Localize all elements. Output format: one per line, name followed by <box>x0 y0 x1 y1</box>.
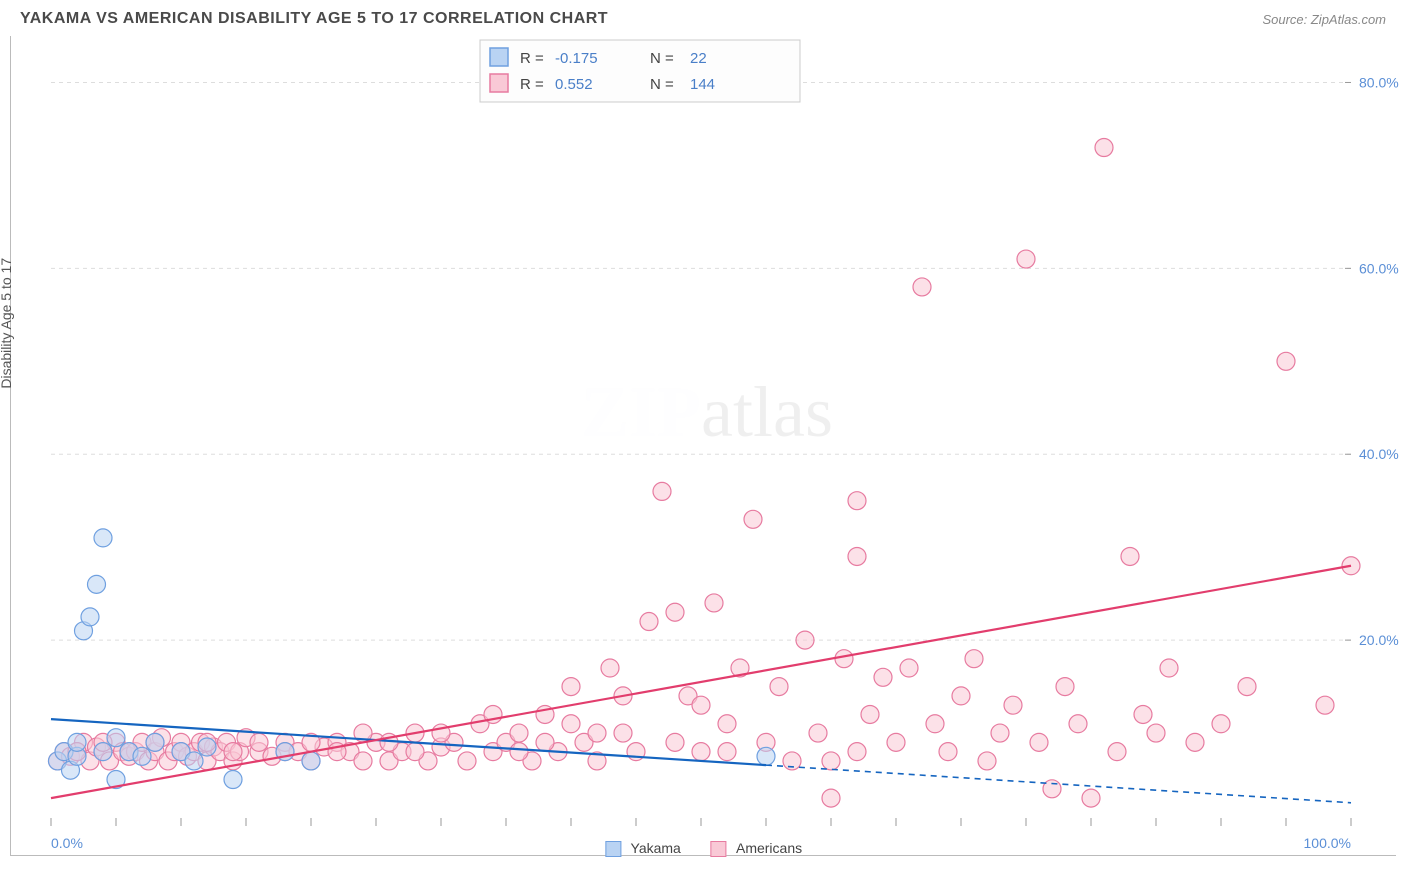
gridlines: 20.0% 40.0% 60.0% 80.0% <box>51 74 1399 648</box>
watermark: ZIPatlas <box>581 372 833 452</box>
trend-lines <box>51 566 1351 803</box>
legend-item-americans: Americans <box>711 840 802 857</box>
svg-text:-0.175: -0.175 <box>555 50 598 67</box>
correlation-chart: YAKAMA VS AMERICAN DISABILITY AGE 5 TO 1… <box>10 10 1396 882</box>
legend-item-yakama: Yakama <box>605 840 681 857</box>
legend-label-yakama: Yakama <box>631 840 681 856</box>
chart-title: YAKAMA VS AMERICAN DISABILITY AGE 5 TO 1… <box>20 10 608 28</box>
title-bar: YAKAMA VS AMERICAN DISABILITY AGE 5 TO 1… <box>10 10 1396 36</box>
plot-svg: 20.0%40.0%60.0%80.0% ZIPatlas R =-0.175N… <box>51 36 1351 826</box>
svg-text:0.552: 0.552 <box>555 76 593 93</box>
y-axis-label: Disability Age 5 to 17 <box>0 257 14 388</box>
svg-text:R =: R = <box>520 76 544 93</box>
svg-text:20.0%: 20.0% <box>1359 632 1399 648</box>
svg-text:144: 144 <box>690 76 715 93</box>
legend-bottom: Yakama Americans <box>605 840 802 857</box>
svg-text:R =: R = <box>520 50 544 67</box>
scatter-points <box>49 139 1361 808</box>
svg-text:100.0%: 100.0% <box>1304 835 1351 851</box>
svg-text:40.0%: 40.0% <box>1359 446 1399 462</box>
svg-text:80.0%: 80.0% <box>1359 74 1399 90</box>
legend-swatch-americans <box>711 841 727 857</box>
legend-label-americans: Americans <box>736 840 802 856</box>
source-attribution: Source: ZipAtlas.com <box>1262 12 1386 27</box>
svg-text:N =: N = <box>650 50 674 67</box>
legend-top: R = -0.175 N = 22 R = 0.552 N = 144 <box>480 40 800 102</box>
svg-text:N =: N = <box>650 76 674 93</box>
svg-text:60.0%: 60.0% <box>1359 260 1399 276</box>
plot-area: Disability Age 5 to 17 20.0%40.0%60.0%80… <box>10 36 1396 856</box>
svg-text:0.0%: 0.0% <box>51 835 83 851</box>
legend-swatch-yakama <box>605 841 621 857</box>
svg-text:22: 22 <box>690 50 707 67</box>
